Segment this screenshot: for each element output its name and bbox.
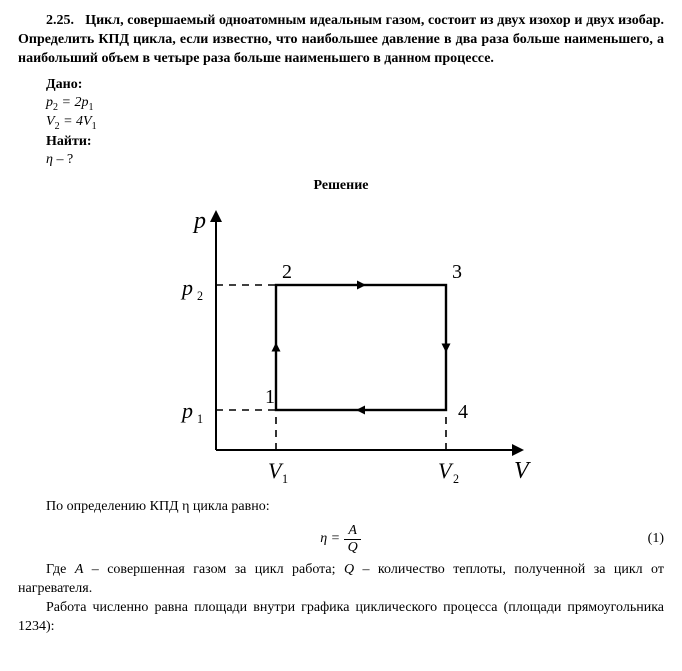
pv-diagram-svg: pV1234p2p1V1V2	[146, 200, 536, 490]
svg-text:1: 1	[265, 386, 275, 408]
svg-text:V: V	[514, 458, 531, 484]
frac-den: Q	[344, 540, 362, 555]
var: η	[46, 152, 53, 167]
given-block: Дано: p2 = 2p1 V2 = 4V1 Найти: η – ?	[46, 77, 664, 169]
paragraph-1: По определению КПД η цикла равно:	[18, 498, 664, 517]
given-line-1: p2 = 2p1	[46, 95, 664, 113]
paragraph-2: Где A – совершенная газом за цикл работа…	[18, 561, 664, 599]
idx: 1	[88, 101, 93, 112]
svg-text:p: p	[192, 208, 206, 234]
rel: = 4	[60, 114, 83, 129]
find-expr: η – ?	[46, 152, 664, 168]
idx: 1	[92, 121, 97, 132]
p1-text: По определению КПД η цикла равно:	[46, 499, 270, 514]
find-label: Найти:	[46, 134, 664, 150]
svg-text:p: p	[180, 398, 193, 423]
solution-heading: Решение	[18, 178, 664, 194]
suffix: – ?	[53, 152, 73, 167]
svg-text:1: 1	[282, 472, 288, 486]
p2-b: – совершенная газом за цикл работа;	[83, 562, 344, 577]
var: V	[46, 114, 55, 129]
svg-text:2: 2	[197, 289, 203, 303]
svg-text:p: p	[180, 275, 193, 300]
svg-text:3: 3	[452, 261, 462, 283]
paragraph-3: Работа численно равна площади внутри гра…	[18, 599, 664, 637]
svg-text:4: 4	[458, 401, 468, 423]
equation-number: (1)	[648, 531, 664, 547]
var: p	[46, 95, 53, 110]
svg-text:1: 1	[197, 412, 203, 426]
eta-lhs: η =	[320, 531, 340, 547]
given-label: Дано:	[46, 77, 664, 93]
given-line-2: V2 = 4V1	[46, 114, 664, 132]
svg-text:2: 2	[453, 472, 459, 486]
p2-a: Где	[46, 562, 75, 577]
problem-body: Цикл, совершаемый одноатомным идеальным …	[18, 13, 664, 66]
problem-statement: 2.25. Цикл, совершаемый одноатомным идеа…	[18, 12, 664, 69]
rel: = 2	[58, 95, 81, 110]
svg-text:2: 2	[282, 261, 292, 283]
eta-equation: η = A Q (1)	[18, 523, 664, 555]
problem-number: 2.25.	[46, 13, 74, 28]
p3-text: Работа численно равна площади внутри гра…	[18, 600, 664, 634]
fraction: A Q	[344, 523, 362, 555]
frac-num: A	[344, 523, 361, 539]
svg-text:V: V	[438, 458, 454, 483]
pv-diagram: pV1234p2p1V1V2	[18, 200, 664, 490]
var: V	[83, 114, 92, 129]
var-q: Q	[344, 562, 354, 577]
